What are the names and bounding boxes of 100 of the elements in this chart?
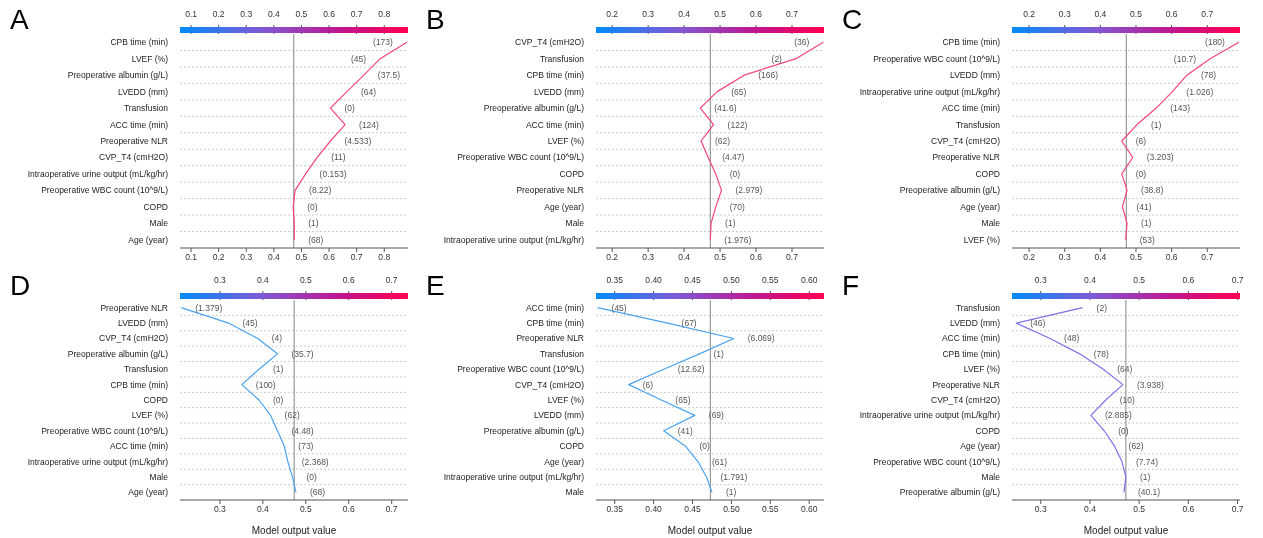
y-tick-label: Male: [981, 218, 1001, 229]
x-tick-label: 0.7: [1231, 504, 1244, 515]
x2-tick-label: 0.6: [1165, 9, 1178, 19]
annotation: (122): [727, 119, 748, 130]
x-tick-label: 0.1: [185, 252, 198, 263]
chart-title: F: [842, 270, 860, 302]
x-tick-label: 0.40: [645, 504, 663, 515]
x2-tick-label: 0.6: [323, 9, 336, 19]
chart-title: E: [426, 270, 445, 302]
y-tick-label: Preoperative NLR: [932, 152, 1000, 163]
annotation: (62): [284, 410, 300, 421]
y-tick-label: Transfusion: [539, 348, 585, 359]
annotation: (1): [1151, 119, 1162, 130]
annotation: (1): [1141, 218, 1152, 229]
y-tick-label: Preoperative albumin (g/L): [483, 103, 585, 114]
y-tick-label: COPD: [143, 395, 168, 405]
annotation: (100): [255, 379, 276, 390]
y-tick-label: Age (year): [960, 201, 1001, 212]
chart-title: A: [10, 4, 29, 36]
annotation: (64): [1117, 364, 1133, 375]
annotation: (7.74): [1135, 456, 1159, 467]
x-tick-label: 0.4: [1084, 504, 1097, 515]
y-tick-label: Preoperative albumin (g/L): [67, 348, 169, 359]
x2-tick-label: 0.4: [1084, 275, 1097, 285]
y-tick-label: Age (year): [128, 487, 169, 498]
x-tick-label: 0.5: [1133, 504, 1146, 515]
y-tick-label: LVEF (%): [131, 53, 169, 64]
x-tick-label: 0.2: [212, 252, 225, 263]
x-tick-label: 0.55: [762, 504, 779, 515]
annotation: (173): [373, 37, 394, 48]
x-axis-title: Model output value: [1083, 525, 1169, 536]
x-axis-title: Model output value: [251, 525, 337, 536]
x2-tick-label: 0.6: [342, 275, 355, 285]
y-tick-label: LVEF (%): [963, 364, 1001, 375]
annotation: (46): [1030, 318, 1046, 329]
y-tick-label: LVEDD (mm): [534, 86, 585, 97]
y-tick-label: Intraoperative urine output (mL/kg/hr): [27, 168, 169, 179]
y-tick-label: Male: [981, 471, 1001, 482]
x2-tick-label: 0.7: [786, 9, 799, 19]
y-tick-label: LVEF (%): [547, 136, 585, 146]
annotation: (4): [271, 333, 283, 344]
x2-tick-label: 0.2: [212, 9, 225, 19]
annotation: (2): [771, 53, 783, 64]
y-tick-label: LVEDD (mm): [950, 318, 1001, 329]
y-tick-label: LVEDD (mm): [118, 318, 169, 329]
x2-tick-label: 0.6: [1182, 275, 1195, 285]
annotation: (0): [306, 471, 318, 482]
annotation: (4.47): [722, 152, 745, 163]
annotation: (36): [794, 37, 810, 48]
y-tick-label: Male: [149, 471, 169, 482]
annotation: (45): [242, 318, 258, 329]
annotation: (8.22): [309, 185, 332, 196]
x-tick-label: 0.7: [1201, 252, 1214, 263]
x2-tick-label: 0.7: [350, 9, 363, 19]
chart-title: D: [10, 270, 31, 302]
x2-tick-label: 0.5: [295, 9, 308, 19]
x2-tick-label: 0.5: [299, 275, 312, 285]
x-tick-label: 0.4: [1094, 252, 1107, 263]
x2-tick-label: 0.40: [645, 275, 663, 285]
annotation: (65): [675, 395, 691, 406]
x-tick-label: 0.5: [299, 504, 312, 515]
y-tick-label: Preoperative albumin (g/L): [899, 487, 1001, 498]
annotation: (1.379): [195, 302, 223, 313]
annotation: (64): [361, 86, 377, 97]
annotation: (45): [611, 302, 627, 313]
annotation: (6): [642, 379, 654, 390]
y-tick-label: Transfusion: [123, 364, 169, 375]
x-tick-label: 0.4: [267, 252, 281, 263]
y-tick-label: Preoperative WBC count (10^9/L): [873, 53, 1001, 64]
y-tick-label: CPB time (min): [110, 379, 169, 390]
y-tick-label: Age (year): [544, 456, 585, 467]
x2-tick-label: 0.50: [723, 275, 740, 285]
x-tick-label: 0.7: [786, 252, 799, 263]
annotation: (0): [729, 168, 741, 179]
y-tick-label: CPB time (min): [942, 37, 1001, 48]
annotation: (1.976): [724, 234, 752, 245]
annotation: (70): [729, 201, 746, 212]
x2-tick-label: 0.60: [800, 275, 818, 285]
annotation: (0): [699, 441, 711, 452]
annotation: (0): [1118, 425, 1129, 436]
x-axis-title: Model output value: [667, 525, 753, 536]
annotation: (0): [344, 103, 355, 114]
y-tick-label: ACC time (min): [109, 441, 169, 452]
y-tick-label: Preoperative WBC count (10^9/L): [873, 456, 1001, 467]
annotation: (41.6): [714, 103, 737, 114]
y-tick-label: LVEF (%): [131, 410, 169, 421]
annotation: (1.791): [720, 471, 748, 482]
annotation: (2): [1096, 302, 1108, 313]
annotation: (41): [1136, 201, 1152, 212]
x-tick-label: 0.60: [800, 504, 818, 515]
annotation: (0.153): [319, 168, 347, 179]
y-tick-label: ACC time (min): [941, 333, 1001, 344]
x2-tick-label: 0.4: [256, 275, 270, 285]
x2-tick-label: 0.1: [185, 9, 198, 19]
x2-tick-label: 0.55: [762, 275, 779, 285]
y-tick-label: Transfusion: [123, 103, 169, 114]
annotation: (11): [331, 152, 346, 163]
y-tick-label: Preoperative WBC count (10^9/L): [41, 185, 169, 196]
y-tick-label: COPD: [559, 441, 584, 452]
annotation: (48): [1064, 333, 1080, 344]
